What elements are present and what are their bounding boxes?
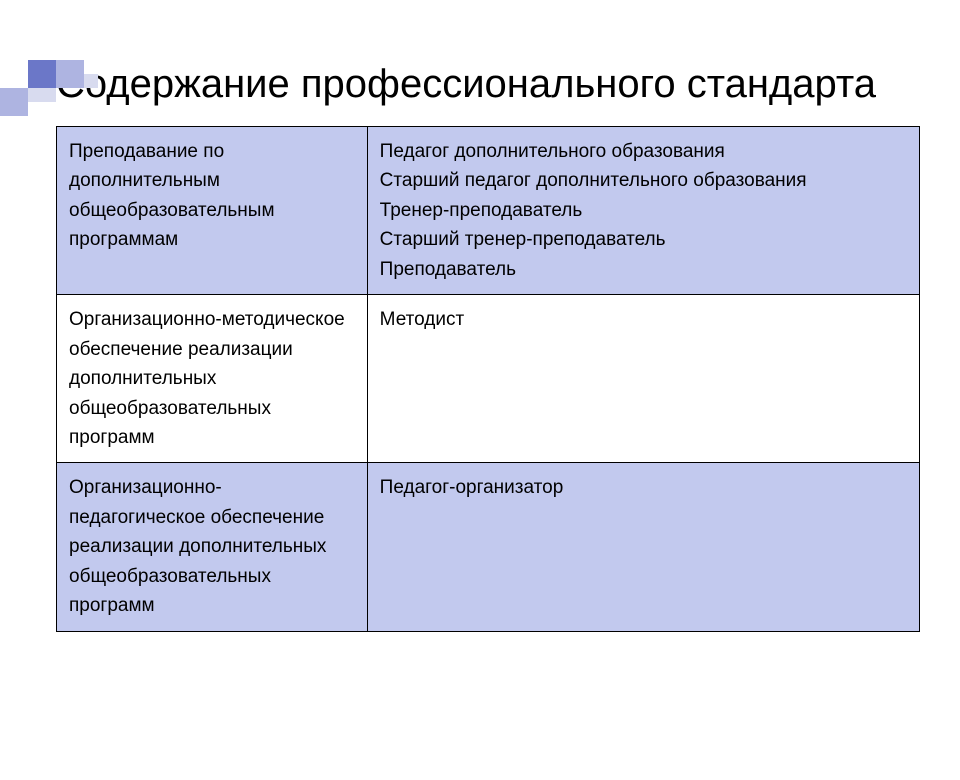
table-row: Организационно-педагогическое обеспечени… (57, 463, 920, 631)
deco-square (28, 88, 56, 102)
table-container: Преподавание по дополнительным общеобраз… (56, 126, 920, 632)
cell-positions: Педагог дополнительного образования Стар… (367, 127, 919, 295)
cell-function: Организационно-методическое обеспечение … (57, 295, 368, 463)
cell-function: Преподавание по дополнительным общеобраз… (57, 127, 368, 295)
deco-square (28, 60, 56, 88)
deco-square (84, 74, 98, 88)
cell-positions: Методист (367, 295, 919, 463)
table-body: Преподавание по дополнительным общеобраз… (57, 127, 920, 632)
standard-table: Преподавание по дополнительным общеобраз… (56, 126, 920, 632)
cell-function: Организационно-педагогическое обеспечени… (57, 463, 368, 631)
cell-positions: Педагог-организатор (367, 463, 919, 631)
deco-square (56, 60, 84, 88)
page-title: Содержание профессионального стандарта (56, 60, 960, 108)
deco-square (0, 88, 28, 116)
table-row: Преподавание по дополнительным общеобраз… (57, 127, 920, 295)
corner-decoration (0, 60, 110, 116)
table-row: Организационно-методическое обеспечение … (57, 295, 920, 463)
